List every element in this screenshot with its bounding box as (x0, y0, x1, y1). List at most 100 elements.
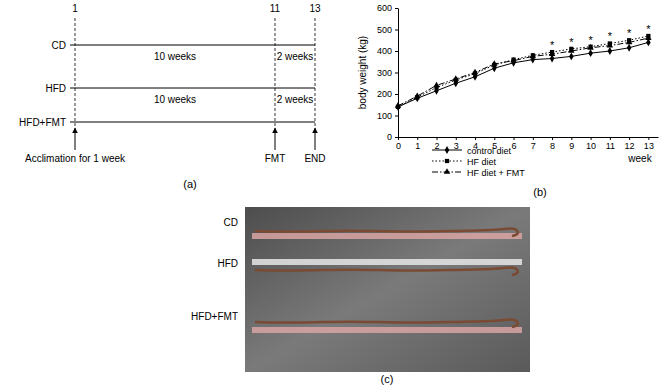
plot-area (395, 34, 652, 111)
photo-intestine (255, 267, 518, 275)
legend-label: HF diet + FMT (467, 168, 525, 178)
y-axis-line (398, 9, 399, 138)
photo-ruler (252, 259, 522, 265)
week-marker-label: 1 (72, 3, 78, 14)
x-tick: 3 (454, 137, 459, 151)
x-tick-label: 0 (396, 141, 401, 151)
x-tick: 9 (569, 137, 574, 151)
y-tick-mark (395, 137, 398, 138)
series-marker (627, 44, 632, 52)
photo-intestine (255, 319, 518, 327)
y-tick: 0 (387, 132, 398, 142)
y-tick-mark (395, 94, 398, 95)
series-marker (608, 47, 613, 55)
series-marker (491, 60, 497, 66)
event-arrow (75, 128, 76, 150)
x-tick: 7 (531, 137, 536, 151)
y-tick-label: 0 (387, 132, 392, 142)
y-tick: 100 (377, 111, 398, 121)
phase-label: 2 weeks (277, 51, 314, 62)
phase-label: 10 weeks (154, 51, 196, 62)
y-tick-label: 600 (377, 3, 392, 13)
week-marker-line (75, 18, 76, 128)
photo-ruler (252, 327, 522, 333)
x-tick: 8 (550, 137, 555, 151)
series-line (398, 42, 648, 107)
week-marker-label: 11 (270, 3, 281, 14)
significance-mark: * (550, 39, 555, 51)
photo-background (245, 207, 530, 372)
phase-label: 10 weeks (154, 94, 196, 105)
y-tick-mark (395, 30, 398, 31)
legend-label: control diet (467, 146, 512, 156)
x-tick-label: 6 (512, 141, 517, 151)
row-label: HFD (45, 83, 66, 94)
series-line (398, 36, 648, 107)
y-tick: 200 (377, 89, 398, 99)
significance-mark: * (627, 27, 632, 39)
row-label: CD (52, 40, 66, 51)
x-tick: 0 (396, 137, 401, 151)
significance-mark: * (608, 30, 613, 42)
x-tick-mark (629, 137, 630, 140)
photo-ruler (252, 233, 522, 239)
series-marker (588, 49, 593, 57)
x-tick-mark (475, 137, 476, 140)
x-axis-title: week (627, 153, 652, 164)
x-tick: 6 (512, 137, 517, 151)
x-tick-label: 9 (569, 141, 574, 151)
significance-mark: * (588, 34, 593, 46)
series-marker (607, 42, 613, 48)
series-marker (396, 103, 401, 111)
phase-label: 2 weeks (277, 94, 314, 105)
series-marker (626, 39, 632, 45)
figure: 11113CD10 weeks2 weeksHFD10 weeks2 weeks… (0, 0, 668, 385)
event-label: Acclimation for 1 week (25, 153, 126, 164)
x-tick: 13 (644, 137, 654, 151)
x-tick-mark (437, 137, 438, 140)
y-tick-mark (395, 8, 398, 9)
x-axis: 012345678910111213 (396, 137, 659, 151)
week-marker-line (275, 18, 276, 128)
series-marker (414, 92, 420, 98)
series-marker (569, 52, 574, 60)
row-line (70, 88, 315, 89)
y-tick: 600 (377, 3, 398, 13)
significance-mark: * (569, 36, 574, 48)
x-tick: 10 (586, 137, 596, 151)
y-tick: 500 (377, 25, 398, 35)
photo-panel: CDHFDHFD+FMT(c) (191, 207, 530, 385)
series-line (398, 38, 648, 106)
significance-mark: * (646, 23, 651, 35)
row-line (70, 45, 315, 46)
photo-row-label: HFD (217, 258, 238, 269)
y-tick-label: 400 (377, 46, 392, 56)
legend-marker (444, 168, 450, 174)
x-tick: 11 (606, 137, 615, 151)
y-tick-label: 100 (377, 111, 392, 121)
series-marker (645, 34, 651, 40)
y-tick-mark (395, 73, 398, 74)
y-axis-title: body weight (kg) (357, 36, 368, 109)
panel-label: (c) (381, 373, 394, 385)
x-tick-mark (648, 137, 649, 140)
y-tick: 400 (377, 46, 398, 56)
x-tick-mark (552, 137, 553, 140)
x-tick: 1 (415, 137, 420, 151)
x-tick-mark (591, 137, 592, 140)
legend-marker (445, 146, 450, 154)
x-tick-mark (610, 137, 611, 140)
week-marker-line (315, 18, 316, 128)
series-marker (549, 51, 555, 57)
event-label: FMT (265, 153, 286, 164)
y-axis: 0100200300400500600 (377, 3, 399, 142)
x-tick-mark (456, 137, 457, 140)
y-tick-mark (395, 116, 398, 117)
series-marker (395, 102, 401, 108)
event-label: END (304, 153, 325, 164)
legend-label: HF diet (467, 157, 497, 167)
x-tick: 2 (435, 137, 440, 151)
x-tick-mark (571, 137, 572, 140)
series-marker (510, 57, 516, 63)
x-tick-label: 11 (606, 141, 615, 151)
